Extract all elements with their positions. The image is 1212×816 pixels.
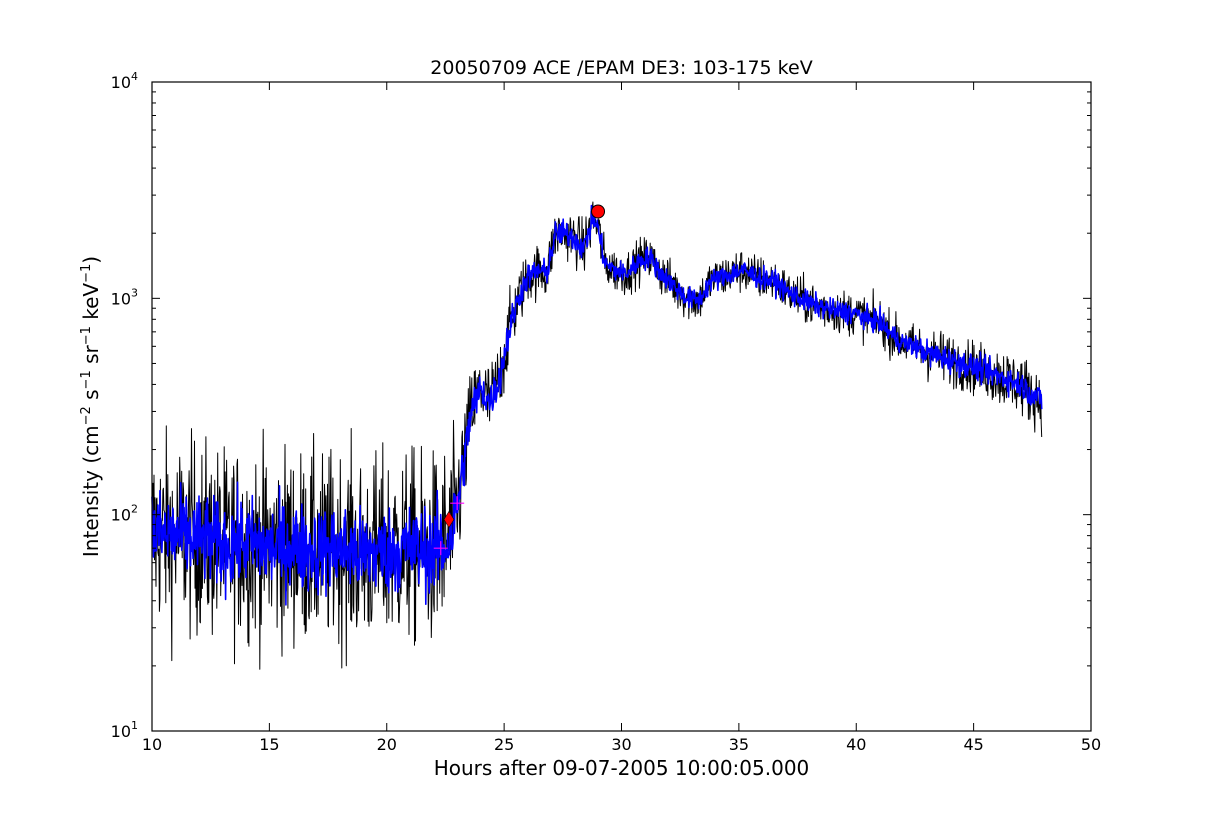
x-tick-label: 25: [494, 735, 514, 754]
plot-area: [151, 201, 1043, 670]
x-tick-label: 10: [142, 735, 162, 754]
y-tick-label: 103: [111, 286, 138, 308]
x-tick-label: 40: [846, 735, 866, 754]
y-axis-label-exp: −1: [79, 264, 94, 283]
x-axis-label: Hours after 09-07-2005 10:00:05.000: [434, 756, 810, 780]
x-tick-label: 35: [729, 735, 749, 754]
onset-diamond-marker: [443, 510, 455, 529]
axes-frame: [151, 81, 1092, 732]
y-axis-label-prefix: Intensity (cm: [79, 425, 103, 557]
y-axis-label: Intensity (cm−2 s−1 sr−1 keV−1): [79, 256, 103, 557]
y-axis-label-exp: −1: [79, 370, 94, 389]
x-tick-label: 15: [259, 735, 279, 754]
y-tick-label: 104: [111, 70, 138, 92]
onset-plus-marker: [450, 496, 465, 511]
x-tick-label: 50: [1081, 735, 1101, 754]
y-axis-label-part: sr: [79, 344, 103, 370]
y-axis-label-suffix: ): [79, 256, 103, 264]
chart-title: 20050709 ACE /EPAM DE3: 103-175 keV: [430, 57, 812, 79]
x-tick-label: 30: [611, 735, 631, 754]
onset-plus-marker: [433, 541, 448, 556]
y-axis-label-part: keV: [79, 283, 103, 327]
peak-marker: [591, 204, 606, 219]
y-tick-label: 102: [111, 503, 138, 525]
y-axis-label-exp: −1: [79, 326, 94, 345]
y-axis-label-exp: −2: [79, 406, 94, 425]
x-tick-label: 20: [377, 735, 397, 754]
axis-ticks: 10 15 20 25 30 35 40 45 50 101 102 103 104: [111, 70, 1102, 754]
y-axis-label-part: s: [79, 389, 103, 406]
x-tick-label: 45: [963, 735, 983, 754]
y-tick-label: 101: [111, 719, 138, 741]
smoothed-series-line: [151, 204, 1043, 606]
